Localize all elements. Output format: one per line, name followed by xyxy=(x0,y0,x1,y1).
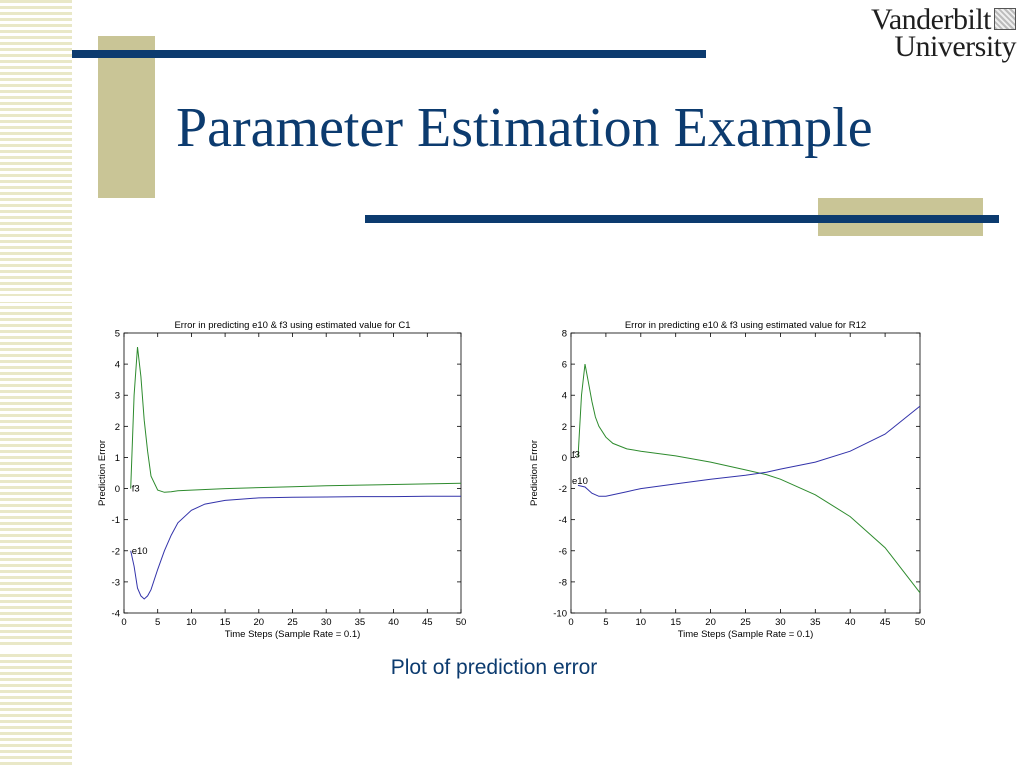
chart-r12: Error in predicting e10 & f3 using estim… xyxy=(529,320,926,640)
y-tick-label: -1 xyxy=(112,515,120,526)
x-tick-label: 20 xyxy=(254,617,265,628)
series-label-e10: e10 xyxy=(572,476,588,487)
series-line-e10 xyxy=(130,495,461,600)
series-label-f3: f3 xyxy=(132,484,140,495)
x-tick-label: 45 xyxy=(422,617,433,628)
y-tick-label: -2 xyxy=(112,546,120,557)
y-tick-label: 5 xyxy=(115,329,120,340)
y-tick-label: 0 xyxy=(562,453,567,464)
decorative-line-bottom xyxy=(365,215,999,223)
y-tick-label: 2 xyxy=(562,422,567,433)
x-axis-label: Time Steps (Sample Rate = 0.1) xyxy=(678,629,814,640)
x-tick-label: 20 xyxy=(705,617,716,628)
y-tick-label: -3 xyxy=(112,577,120,588)
x-axis-label: Time Steps (Sample Rate = 0.1) xyxy=(225,629,361,640)
chart-title: Error in predicting e10 & f3 using estim… xyxy=(174,320,410,331)
y-tick-label: 1 xyxy=(115,453,120,464)
x-tick-label: 5 xyxy=(603,617,608,628)
x-tick-label: 40 xyxy=(388,617,399,628)
x-tick-label: 10 xyxy=(636,617,647,628)
y-tick-label: -8 xyxy=(559,577,567,588)
series-line-e10 xyxy=(577,405,921,497)
x-tick-label: 50 xyxy=(456,617,467,628)
left-stripe-pattern xyxy=(0,0,72,768)
decorative-line-top xyxy=(72,50,706,58)
x-tick-label: 5 xyxy=(155,617,160,628)
x-tick-label: 25 xyxy=(287,617,298,628)
x-tick-label: 25 xyxy=(740,617,751,628)
y-axis-label: Prediction Error xyxy=(529,440,540,506)
x-tick-label: 0 xyxy=(121,617,126,628)
series-line-f3 xyxy=(577,364,921,594)
x-tick-label: 40 xyxy=(845,617,856,628)
slide-title: Parameter Estimation Example xyxy=(176,97,873,159)
y-tick-label: -6 xyxy=(559,546,567,557)
x-tick-label: 50 xyxy=(915,617,926,628)
series-line-f3 xyxy=(130,346,462,493)
university-seal-icon xyxy=(994,8,1016,30)
plot-area xyxy=(570,332,921,614)
logo-line-1: Vanderbilt xyxy=(871,3,991,36)
y-tick-label: 0 xyxy=(115,484,120,495)
y-tick-label: -4 xyxy=(112,609,120,620)
y-axis-label: Prediction Error xyxy=(97,440,108,506)
figure-caption: Plot of prediction error xyxy=(390,656,598,679)
x-tick-label: 15 xyxy=(670,617,681,628)
y-tick-label: 8 xyxy=(562,329,567,340)
logo-line-2: University xyxy=(894,30,1016,63)
x-tick-label: 0 xyxy=(568,617,573,628)
x-tick-label: 35 xyxy=(810,617,821,628)
x-tick-label: 30 xyxy=(321,617,332,628)
decorative-block-top xyxy=(98,36,155,198)
y-tick-label: -2 xyxy=(559,484,567,495)
y-tick-label: 4 xyxy=(562,391,567,402)
x-tick-label: 45 xyxy=(880,617,891,628)
y-tick-label: 4 xyxy=(115,360,120,371)
y-tick-label: 6 xyxy=(562,360,567,371)
series-label-f3: f3 xyxy=(572,449,580,460)
series-label-e10: e10 xyxy=(132,546,148,557)
y-tick-label: 3 xyxy=(115,391,120,402)
plot-area xyxy=(123,332,462,614)
y-tick-label: -10 xyxy=(553,609,567,620)
stripe-gap xyxy=(0,648,72,654)
vanderbilt-logo: Vanderbilt University xyxy=(871,3,1016,63)
stripe-gap xyxy=(0,296,72,302)
y-tick-label: -4 xyxy=(559,515,567,526)
x-tick-label: 30 xyxy=(775,617,786,628)
chart-title: Error in predicting e10 & f3 using estim… xyxy=(625,320,866,331)
y-tick-label: 2 xyxy=(115,422,120,433)
x-tick-label: 15 xyxy=(220,617,231,628)
x-tick-label: 35 xyxy=(355,617,366,628)
x-tick-label: 10 xyxy=(186,617,197,628)
chart-c1: Error in predicting e10 & f3 using estim… xyxy=(97,320,467,640)
